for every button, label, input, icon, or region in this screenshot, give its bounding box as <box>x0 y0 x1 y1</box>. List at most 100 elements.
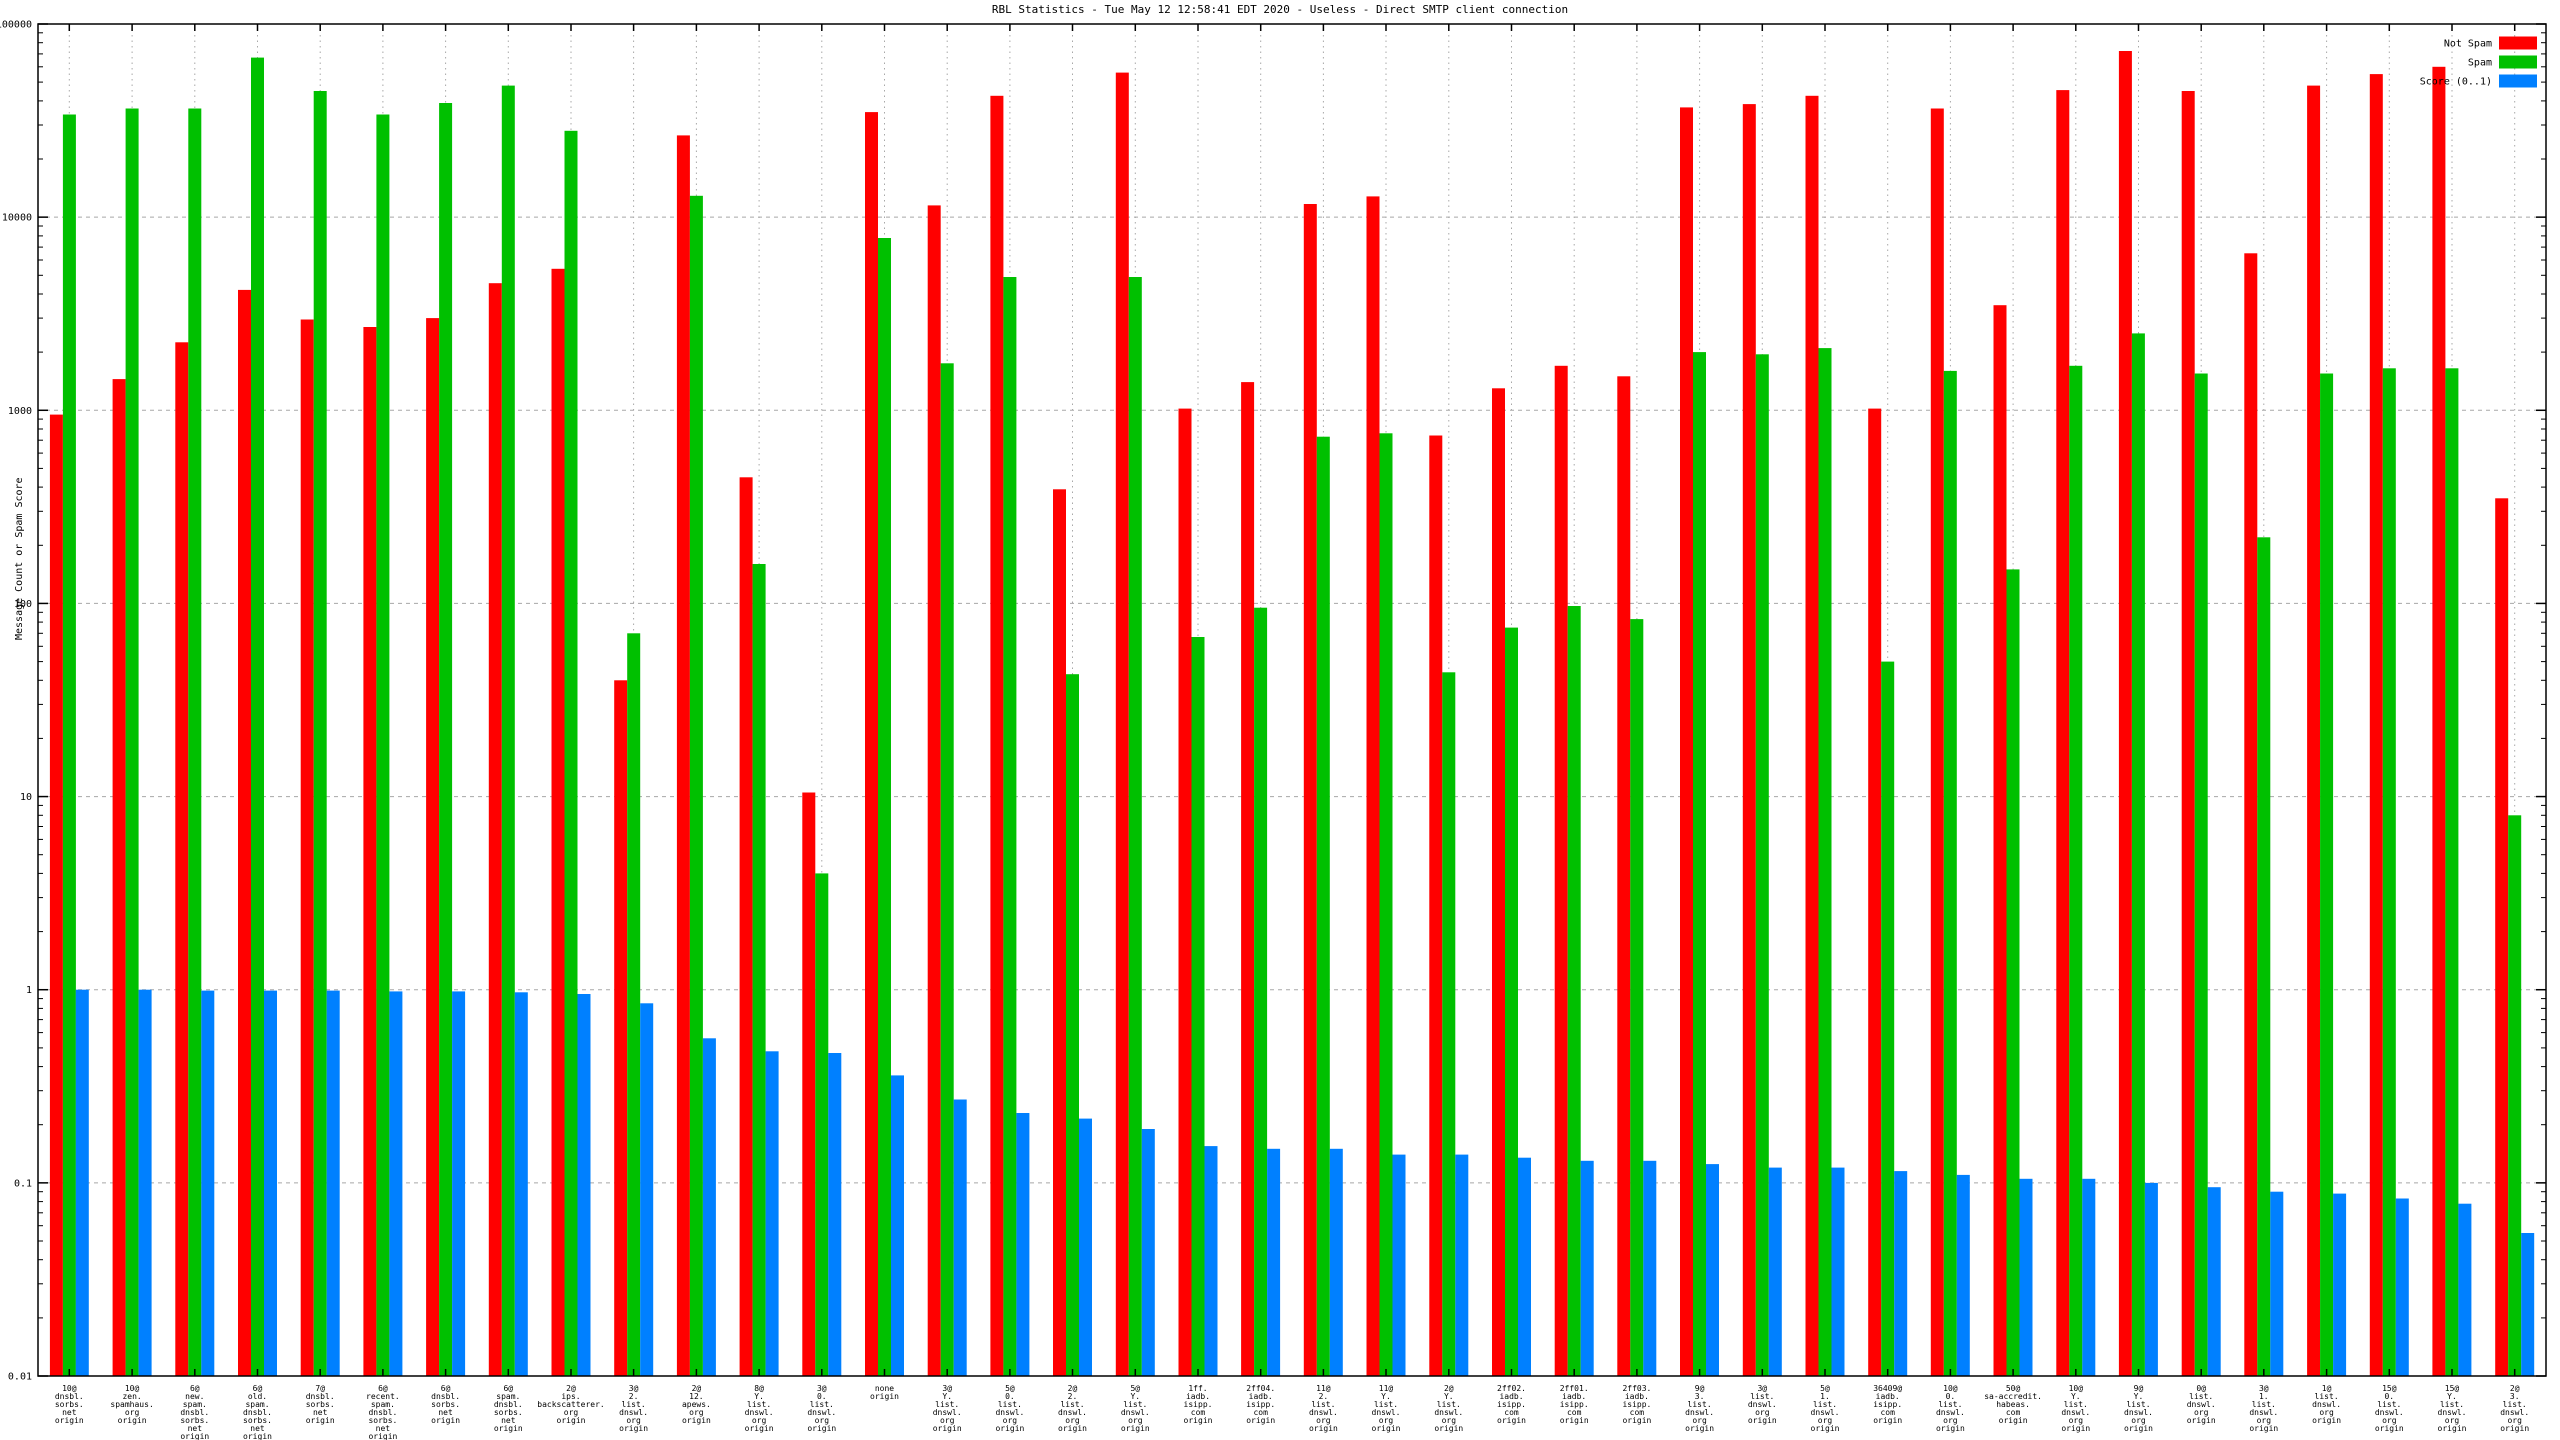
bar-score-34 <box>2144 1182 2158 1376</box>
chart-title: RBL Statistics - Tue May 12 12:58:41 EDT… <box>991 3 1569 16</box>
bar-not_spam-7 <box>426 318 440 1377</box>
bar-spam-14 <box>878 238 891 1376</box>
bar-spam-17 <box>1066 674 1079 1376</box>
bar-spam-5 <box>313 91 327 1376</box>
x-category-label: 2@ 3. list. dnswl. org origin <box>2500 1384 2529 1433</box>
y-tick-label: 1 <box>26 985 32 996</box>
bar-spam-33 <box>2069 365 2083 1376</box>
bar-not_spam-18 <box>1115 72 1129 1377</box>
bar-score-15 <box>953 1099 967 1376</box>
x-category-label: 5@ Y. list. dnswl. org origin <box>1121 1384 1150 1433</box>
bar-score-18 <box>1141 1129 1155 1376</box>
x-category-label: 8@ Y. list. dnswl. org origin <box>745 1384 774 1433</box>
bar-score-36 <box>2270 1191 2284 1376</box>
bar-spam-8 <box>501 85 515 1377</box>
x-category-label: 6@ recent. spam. dnsbl. sorbs. net origin <box>366 1384 400 1440</box>
legend-swatch-score <box>2499 74 2537 88</box>
y-tick-label: 100 <box>14 599 32 610</box>
x-category-label: 0@ list. dnswl. org origin <box>2187 1384 2216 1425</box>
bar-not_spam-33 <box>2056 90 2070 1377</box>
x-category-label: 2ff02. iadb. isipp. com origin <box>1497 1384 1526 1425</box>
x-category-label: 11@ Y. list. dnswl. org origin <box>1372 1384 1401 1433</box>
bar-spam-7 <box>439 103 453 1376</box>
x-category-label: 6@ spam. dnsbl. sorbs. net origin <box>494 1384 523 1433</box>
bar-score-33 <box>2082 1178 2096 1376</box>
bar-not_spam-40 <box>2495 498 2509 1376</box>
bar-score-7 <box>452 991 466 1376</box>
bar-score-29 <box>1831 1167 1845 1376</box>
bar-spam-2 <box>125 108 139 1376</box>
bar-score-38 <box>2395 1198 2409 1376</box>
x-category-label: 7@ dnsbl. sorbs. net origin <box>306 1384 335 1425</box>
y-tick-label: 10 <box>20 792 32 803</box>
bar-spam-18 <box>1128 277 1142 1376</box>
bar-not_spam-30 <box>1868 408 1882 1377</box>
plot-border <box>37 23 2547 1377</box>
bar-spam-19 <box>1191 637 1205 1376</box>
bar-not_spam-19 <box>1178 408 1192 1377</box>
bar-score-1 <box>75 989 89 1376</box>
bar-score-32 <box>2019 1178 2033 1376</box>
x-category-label: 2@ 2. list. dnswl. org origin <box>1058 1384 1087 1433</box>
bar-not_spam-10 <box>614 680 628 1376</box>
x-category-label: 3@ 2. list. dnswl. org origin <box>619 1384 648 1433</box>
bar-not_spam-4 <box>238 289 251 1376</box>
bar-not_spam-35 <box>2181 91 2195 1376</box>
x-category-label: 11@ 2. list. dnswl. org origin <box>1309 1384 1338 1433</box>
bar-spam-22 <box>1379 433 1393 1376</box>
bar-not_spam-29 <box>1805 95 1819 1376</box>
y-tick-label: 0.1 <box>14 1178 32 1189</box>
bar-spam-25 <box>1567 606 1581 1376</box>
legend-label-not_spam: Not Spam <box>2444 39 2492 50</box>
bar-score-22 <box>1392 1154 1406 1376</box>
x-category-label: 3@ Y. list. dnswl. org origin <box>933 1384 962 1433</box>
bar-score-31 <box>1956 1174 1970 1376</box>
bar-not_spam-2 <box>112 379 126 1377</box>
bar-not_spam-22 <box>1366 196 1380 1376</box>
x-category-label: 2@ 12. apews. org origin <box>682 1384 711 1425</box>
bar-not_spam-32 <box>1993 305 2007 1377</box>
x-category-label: 3@ list. dnswl. org origin <box>1748 1384 1777 1425</box>
bar-not_spam-14 <box>865 112 878 1377</box>
bar-spam-11 <box>689 195 703 1376</box>
bar-not_spam-25 <box>1554 365 1568 1376</box>
x-category-label: 2@ Y. list. dnswl. org origin <box>1434 1384 1463 1433</box>
bar-spam-24 <box>1505 627 1518 1376</box>
bar-score-23 <box>1455 1154 1469 1376</box>
bar-spam-3 <box>188 108 202 1376</box>
x-category-label: 2ff01. iadb. isipp. com origin <box>1560 1384 1589 1425</box>
y-tick-label: 1000 <box>8 406 32 417</box>
bar-not_spam-12 <box>739 477 753 1376</box>
bar-not_spam-24 <box>1492 388 1505 1376</box>
x-category-label: 5@ 1. list. dnswl. org origin <box>1811 1384 1840 1433</box>
bar-spam-32 <box>2006 569 2020 1376</box>
bar-score-30 <box>1894 1171 1908 1376</box>
bar-spam-38 <box>2382 368 2396 1376</box>
bar-not_spam-17 <box>1053 489 1066 1376</box>
x-category-label: 1ff. iadb. isipp. com origin <box>1184 1384 1213 1425</box>
bar-score-8 <box>514 992 528 1376</box>
bar-not_spam-39 <box>2432 66 2446 1376</box>
bar-not_spam-5 <box>300 319 314 1376</box>
x-category-label: 6@ new. spam. dnsbl. sorbs. net origin <box>180 1384 209 1440</box>
x-category-label: 10@ 0. list. dnswl. org origin <box>1936 1384 1965 1433</box>
bar-spam-37 <box>2320 373 2334 1376</box>
bar-not_spam-28 <box>1742 104 1756 1377</box>
bar-not_spam-38 <box>2369 74 2383 1377</box>
x-category-label: 2@ ips. backscatterer. org origin <box>537 1384 604 1425</box>
bar-not_spam-13 <box>802 792 816 1376</box>
bar-score-27 <box>1706 1164 1719 1376</box>
bar-not_spam-26 <box>1617 376 1631 1376</box>
bar-not_spam-11 <box>676 135 690 1376</box>
bar-spam-29 <box>1818 348 1832 1377</box>
bar-score-26 <box>1643 1160 1657 1376</box>
bar-spam-10 <box>627 633 641 1376</box>
bar-spam-26 <box>1630 619 1644 1376</box>
x-category-label: 2ff03. iadb. isipp. com origin <box>1622 1384 1651 1425</box>
bar-score-35 <box>2207 1187 2221 1376</box>
bar-score-19 <box>1204 1146 1218 1376</box>
x-category-label: 5@ 0. list. dnswl. org origin <box>995 1384 1024 1433</box>
bar-score-21 <box>1329 1148 1343 1376</box>
bar-score-13 <box>828 1053 842 1376</box>
